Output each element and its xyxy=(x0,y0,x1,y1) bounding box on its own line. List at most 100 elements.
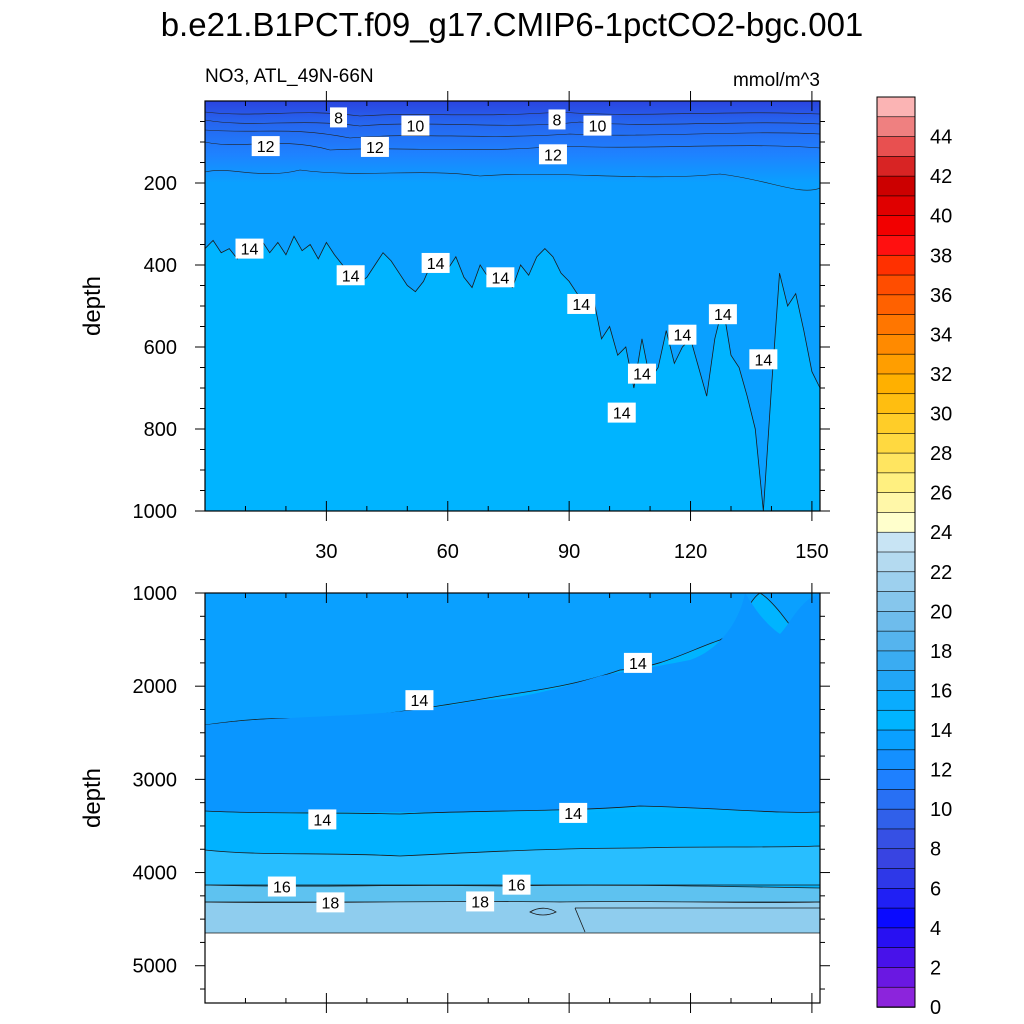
contour-label: 14 xyxy=(623,652,652,673)
svg-text:14: 14 xyxy=(342,268,360,285)
colorbar-swatch xyxy=(876,393,916,415)
colorbar-swatch xyxy=(876,274,916,296)
contour-label: 14 xyxy=(607,402,636,423)
colorbar-swatch xyxy=(876,591,916,613)
svg-text:10: 10 xyxy=(406,119,424,136)
colorbar-swatch xyxy=(876,235,916,257)
y-tick-label: 800 xyxy=(144,419,177,441)
svg-text:14: 14 xyxy=(613,406,631,423)
colorbar-swatch xyxy=(876,709,916,731)
svg-text:14: 14 xyxy=(564,806,582,823)
colorbar-label: 38 xyxy=(930,245,952,267)
colorbar-label: 32 xyxy=(930,364,952,386)
svg-text:14: 14 xyxy=(491,270,509,287)
contour-label: 12 xyxy=(360,136,389,157)
svg-text:12: 12 xyxy=(544,147,562,164)
y-tick-label: 1000 xyxy=(133,583,178,605)
colorbar-swatch xyxy=(876,947,916,969)
y-tick-label: 1000 xyxy=(133,501,178,523)
subtitle-units: mmol/m^3 xyxy=(733,70,820,91)
contour-label: 10 xyxy=(401,115,430,136)
lower-y-axis-label: depth xyxy=(79,768,106,828)
colorbar-swatch xyxy=(876,848,916,870)
contour-label: 14 xyxy=(668,324,697,345)
svg-text:8: 8 xyxy=(334,110,343,127)
contour-label: 18 xyxy=(466,891,495,912)
x-tick-label: 60 xyxy=(437,541,459,563)
colorbar-swatch xyxy=(876,888,916,909)
colorbar-swatch xyxy=(876,967,916,989)
colorbar-swatch xyxy=(876,690,916,712)
colorbar-swatch xyxy=(876,828,916,850)
x-tick-label: 120 xyxy=(674,541,707,563)
x-tick-label: 150 xyxy=(795,541,828,563)
colorbar-label: 6 xyxy=(930,878,941,900)
contour-label: 14 xyxy=(567,293,596,314)
colorbar-swatch xyxy=(876,373,916,395)
colorbar-swatch xyxy=(876,136,916,158)
contour-label: 14 xyxy=(559,802,588,823)
svg-text:8: 8 xyxy=(553,112,562,129)
y-tick-label: 4000 xyxy=(133,863,178,885)
contour-label: 14 xyxy=(486,267,515,288)
contour-label: 14 xyxy=(749,349,778,370)
x-tick-label: 90 xyxy=(558,541,580,563)
colorbar-swatch xyxy=(876,433,916,454)
colorbar-swatch xyxy=(876,808,916,830)
contour-label: 16 xyxy=(267,876,296,897)
x-tick-label: 30 xyxy=(315,541,337,563)
colorbar-swatch xyxy=(876,215,916,237)
y-tick-label: 5000 xyxy=(133,956,178,978)
svg-text:14: 14 xyxy=(411,693,429,710)
y-tick-label: 3000 xyxy=(133,769,178,791)
svg-text:14: 14 xyxy=(714,307,732,324)
lower-panel: 1000 2000 3000 4000 5000 14 14 14 14 16 16 18 18 dep… xyxy=(79,583,830,1013)
colorbar: 4442403836343230282624222018161412108642… xyxy=(876,96,952,1019)
colorbar-label: 28 xyxy=(930,443,952,465)
contour-14-region xyxy=(205,235,820,511)
colorbar-swatch xyxy=(876,749,916,771)
contour-label: 14 xyxy=(421,252,450,273)
contour-label: 14 xyxy=(235,238,264,259)
colorbar-swatch xyxy=(876,630,916,652)
colorbar-swatch xyxy=(876,907,916,929)
colorbar-label: 24 xyxy=(930,522,952,544)
upper-panel: 30 60 90 120 150 200 400 600 800 1000 8 10 8 10 12 12 12… xyxy=(79,91,830,563)
colorbar-label: 16 xyxy=(930,680,952,702)
colorbar-swatch xyxy=(876,551,916,573)
y-tick-label: 2000 xyxy=(133,676,178,698)
colorbar-swatch xyxy=(876,531,916,553)
colorbar-label: 22 xyxy=(930,562,952,584)
colorbar-swatch xyxy=(876,96,916,118)
colorbar-label: 4 xyxy=(930,918,941,940)
colorbar-swatch xyxy=(876,927,916,949)
contour-label: 8 xyxy=(330,107,348,128)
svg-text:14: 14 xyxy=(629,656,647,673)
contour-label: 14 xyxy=(336,265,365,286)
contour-label: 18 xyxy=(316,892,345,913)
colorbar-swatch xyxy=(876,175,916,197)
chart-title: b.e21.B1PCT.f09_g17.CMIP6-1pctCO2-bgc.00… xyxy=(160,6,864,43)
svg-text:18: 18 xyxy=(322,895,340,912)
colorbar-swatch xyxy=(876,492,916,514)
svg-text:16: 16 xyxy=(273,880,291,897)
colorbar-swatch xyxy=(876,413,916,435)
colorbar-label: 18 xyxy=(930,641,952,663)
colorbar-swatch xyxy=(876,254,916,276)
y-tick-label: 600 xyxy=(144,337,177,359)
contour-label: 16 xyxy=(502,874,531,895)
y-tick-label: 200 xyxy=(144,173,177,195)
svg-text:14: 14 xyxy=(572,297,590,314)
colorbar-swatch xyxy=(876,156,916,177)
colorbar-label: 34 xyxy=(930,324,952,346)
subtitle-variable-region: NO3, ATL_49N-66N xyxy=(205,66,374,87)
colorbar-label: 14 xyxy=(930,720,952,742)
colorbar-swatch xyxy=(876,116,916,138)
colorbar-swatch xyxy=(876,729,916,751)
colorbar-label: 8 xyxy=(930,839,941,861)
contour-label: 14 xyxy=(405,690,434,711)
colorbar-swatch xyxy=(876,769,916,791)
svg-text:12: 12 xyxy=(366,140,384,157)
colorbar-label: 42 xyxy=(930,166,952,188)
colorbar-label: 36 xyxy=(930,285,952,307)
